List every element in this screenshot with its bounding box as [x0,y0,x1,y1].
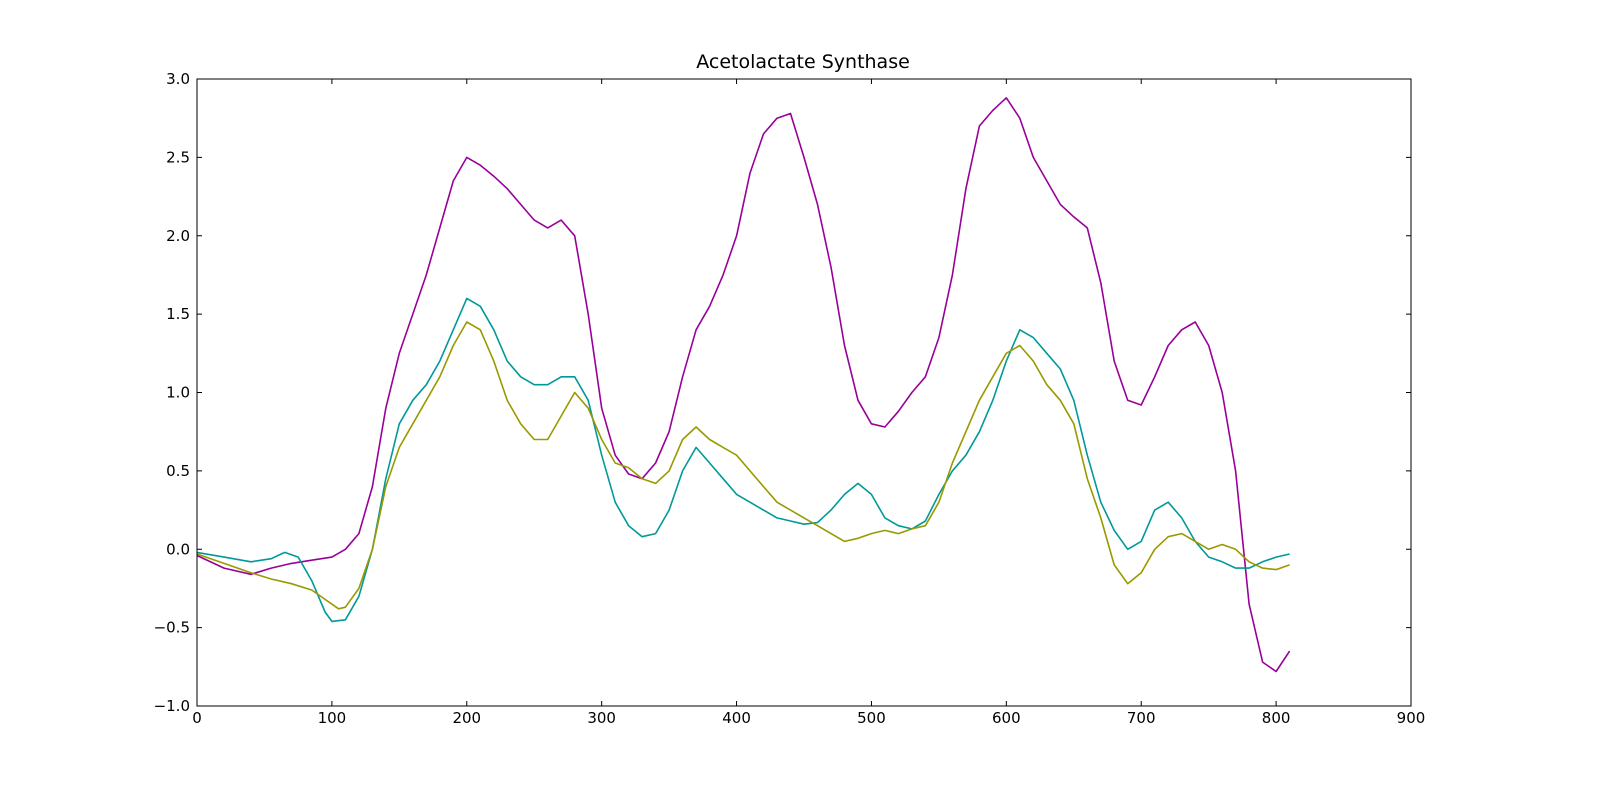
y-tick-label: −1.0 [154,697,190,715]
series-layer [196,97,1291,673]
y-tick-label: 1.5 [166,305,190,323]
plot-frame [196,78,1412,707]
series-line-1 [196,97,1291,673]
y-tick-label: 3.0 [166,70,190,88]
x-tick-label: 800 [1262,709,1291,727]
x-tick-label: 400 [722,709,751,727]
y-tick-label: −0.5 [154,619,190,637]
series-line-2 [196,297,1290,623]
y-tick-label: 0.0 [166,540,190,558]
y-tick-label: 2.0 [166,227,190,245]
x-tick-label: 0 [192,709,202,727]
y-tick-label: 2.5 [166,148,190,166]
x-tick-label: 700 [1127,709,1156,727]
series-line-3 [196,321,1290,610]
chart-title: Acetolactate Synthase [696,51,910,73]
axes-layer: 0 100 200 300 400 500 600 700 800 900 −1.0 −0.5 0.0 0… [154,70,1426,727]
x-tick-label: 300 [587,709,616,727]
x-tick-label: 900 [1397,709,1426,727]
x-tick-label: 500 [857,709,886,727]
x-tick-label: 100 [318,709,347,727]
x-tick-label: 200 [452,709,481,727]
y-tick-label: 0.5 [166,462,190,480]
y-tick-label: 1.0 [166,384,190,402]
x-tick-label: 600 [992,709,1021,727]
